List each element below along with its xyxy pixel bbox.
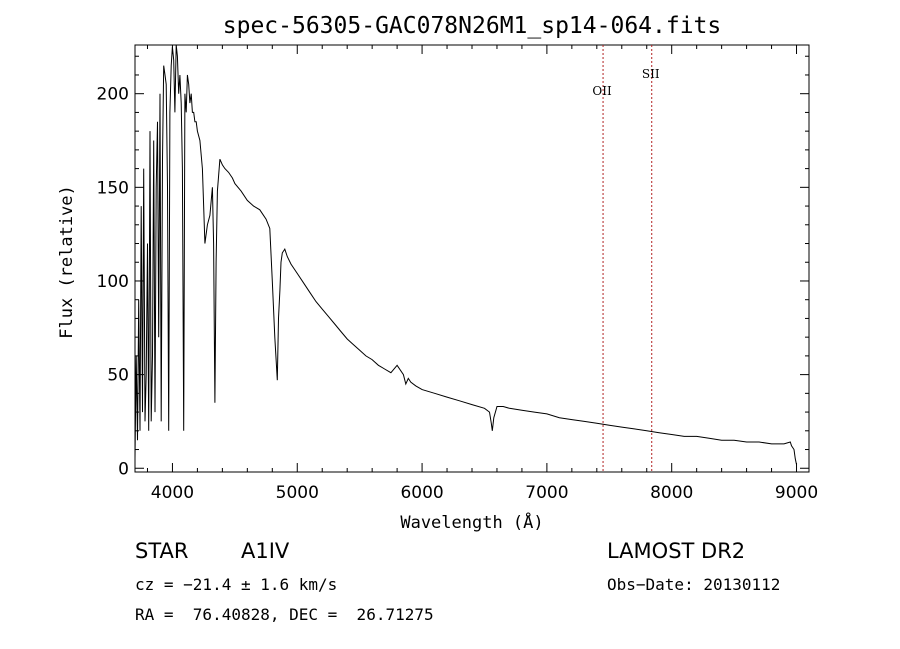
axis-ticks: 4000 5000 6000 7000 8000 9000 0 50 100 150 200 — [97, 45, 818, 503]
redshift-cz: cz = −21.4 ± 1.6 km/s — [135, 575, 338, 594]
y-tick-label: 0 — [118, 459, 129, 479]
plot-frame — [134, 44, 810, 473]
y-tick-label: 150 — [97, 178, 129, 198]
object-class: STAR — [135, 539, 189, 563]
x-tick-label: 7000 — [525, 483, 568, 503]
y-axis-label: Flux (relative) — [57, 185, 77, 339]
x-tick-label: 6000 — [400, 483, 443, 503]
survey-name: LAMOST DR2 — [607, 539, 746, 563]
y-tick-label: 100 — [97, 272, 129, 292]
y-tick-label: 200 — [97, 85, 129, 105]
marker-label: OII — [592, 84, 612, 98]
chart-title: spec-56305-GAC078N26M1_sp14-064.fits — [223, 13, 722, 39]
x-tick-label: 8000 — [650, 483, 693, 503]
x-axis-label: Wavelength (Å) — [400, 511, 543, 533]
x-tick-label: 4000 — [151, 483, 194, 503]
object-subclass: A1IV — [241, 539, 290, 563]
emission-line-markers: OII SII — [592, 45, 660, 472]
spectrum-line — [134, 44, 797, 465]
y-tick-label: 50 — [107, 366, 129, 386]
obs-date: Obs−Date: 20130112 — [607, 575, 781, 594]
marker-label: SII — [642, 67, 660, 81]
x-tick-label: 9000 — [775, 483, 818, 503]
x-tick-label: 5000 — [276, 483, 319, 503]
ra-dec: RA = 76.40828, DEC = 26.71275 — [135, 605, 434, 624]
